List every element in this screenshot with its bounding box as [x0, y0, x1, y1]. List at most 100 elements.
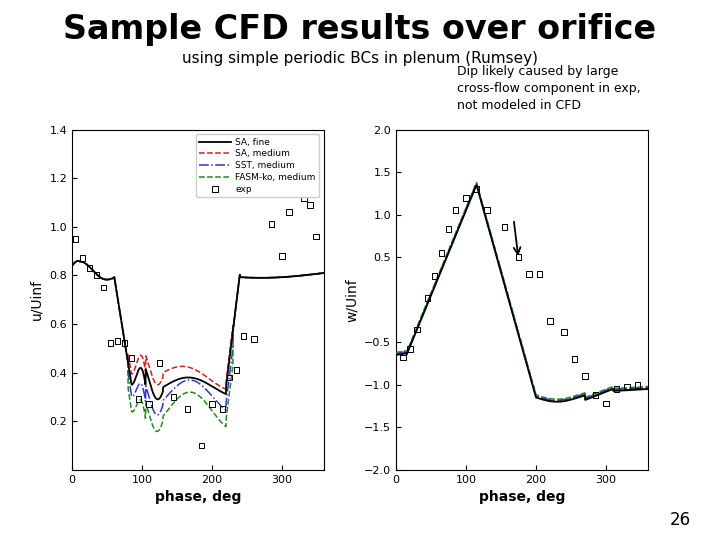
Point — [569, 355, 580, 363]
SST, medium — [285, 273, 294, 280]
exp — [91, 271, 102, 280]
Y-axis label: w/Uinf: w/Uinf — [344, 278, 359, 322]
exp — [224, 373, 235, 382]
Point — [460, 193, 472, 202]
X-axis label: phase, deg: phase, deg — [155, 490, 241, 504]
SST, medium — [229, 326, 238, 332]
SST, medium — [221, 407, 230, 413]
exp — [154, 359, 166, 367]
X-axis label: phase, deg: phase, deg — [479, 490, 565, 504]
SA, medium — [285, 273, 294, 280]
exp — [294, 184, 305, 192]
SA, medium — [215, 382, 223, 389]
Text: 26: 26 — [670, 511, 691, 529]
Text: using simple periodic BCs in plenum (Rumsey): using simple periodic BCs in plenum (Rum… — [182, 51, 538, 66]
SST, medium — [153, 411, 161, 418]
SST, medium — [84, 262, 92, 268]
SA, medium — [84, 262, 92, 268]
SA, medium — [74, 258, 83, 264]
exp — [168, 393, 179, 401]
Text: Dip likely caused by large
cross-flow component in exp,
not modeled in CFD: Dip likely caused by large cross-flow co… — [457, 65, 641, 112]
SST, medium — [68, 262, 76, 269]
FASM-ko, medium — [84, 262, 92, 268]
Point — [534, 270, 545, 279]
Point — [428, 272, 440, 280]
FASM-ko, medium — [215, 416, 223, 423]
Point — [513, 253, 524, 261]
exp — [143, 400, 155, 408]
Point — [471, 185, 482, 193]
SA, fine — [221, 390, 230, 397]
exp — [206, 400, 217, 408]
Line: SA, medium: SA, medium — [72, 261, 324, 389]
Point — [436, 248, 447, 257]
Y-axis label: u/Uinf: u/Uinf — [30, 279, 44, 320]
exp — [217, 405, 228, 414]
SA, fine — [229, 326, 238, 332]
exp — [305, 200, 316, 209]
SA, fine — [215, 387, 223, 394]
SA, fine — [320, 269, 328, 276]
exp — [266, 220, 277, 229]
Line: FASM-ko, medium: FASM-ko, medium — [72, 261, 324, 431]
SA, fine — [74, 258, 83, 264]
Point — [600, 399, 612, 408]
exp — [289, 186, 300, 195]
exp — [283, 208, 294, 217]
Point — [404, 345, 415, 353]
SA, medium — [259, 274, 268, 281]
SST, medium — [259, 274, 268, 281]
Point — [631, 380, 643, 389]
SA, fine — [259, 274, 268, 281]
Line: SST, medium: SST, medium — [72, 261, 324, 415]
SST, medium — [74, 258, 83, 264]
Point — [611, 384, 622, 393]
Point — [443, 225, 454, 233]
exp — [112, 337, 123, 346]
exp — [70, 234, 81, 243]
Point — [397, 353, 409, 362]
exp — [310, 232, 321, 241]
exp — [181, 405, 193, 414]
Point — [590, 390, 601, 399]
SA, fine — [153, 396, 162, 402]
FASM-ko, medium — [259, 274, 268, 281]
SA, medium — [320, 269, 328, 276]
SA, medium — [222, 386, 230, 393]
SA, fine — [285, 273, 294, 280]
Point — [422, 294, 433, 302]
exp — [126, 354, 138, 362]
exp — [238, 332, 249, 340]
Point — [499, 223, 510, 232]
FASM-ko, medium — [229, 326, 238, 332]
FASM-ko, medium — [74, 258, 83, 264]
Text: Sample CFD results over orifice: Sample CFD results over orifice — [63, 14, 657, 46]
Point — [523, 270, 535, 279]
exp — [230, 366, 242, 375]
FASM-ko, medium — [320, 269, 328, 276]
Point — [558, 328, 570, 336]
SST, medium — [215, 401, 223, 407]
exp — [276, 252, 288, 260]
Point — [579, 372, 590, 381]
FASM-ko, medium — [153, 428, 161, 435]
exp — [98, 283, 109, 292]
exp — [196, 441, 207, 450]
exp — [77, 254, 89, 262]
SA, fine — [84, 262, 92, 268]
Point — [450, 206, 462, 215]
SA, medium — [229, 326, 238, 332]
exp — [119, 339, 130, 348]
Point — [544, 316, 556, 325]
SA, fine — [68, 262, 76, 269]
SA, medium — [221, 386, 230, 392]
FASM-ko, medium — [68, 262, 76, 269]
exp — [248, 334, 260, 343]
exp — [299, 193, 310, 202]
Point — [621, 382, 633, 391]
Point — [411, 325, 423, 334]
exp — [84, 264, 95, 273]
exp — [104, 339, 116, 348]
Point — [481, 206, 492, 215]
exp — [132, 395, 144, 403]
